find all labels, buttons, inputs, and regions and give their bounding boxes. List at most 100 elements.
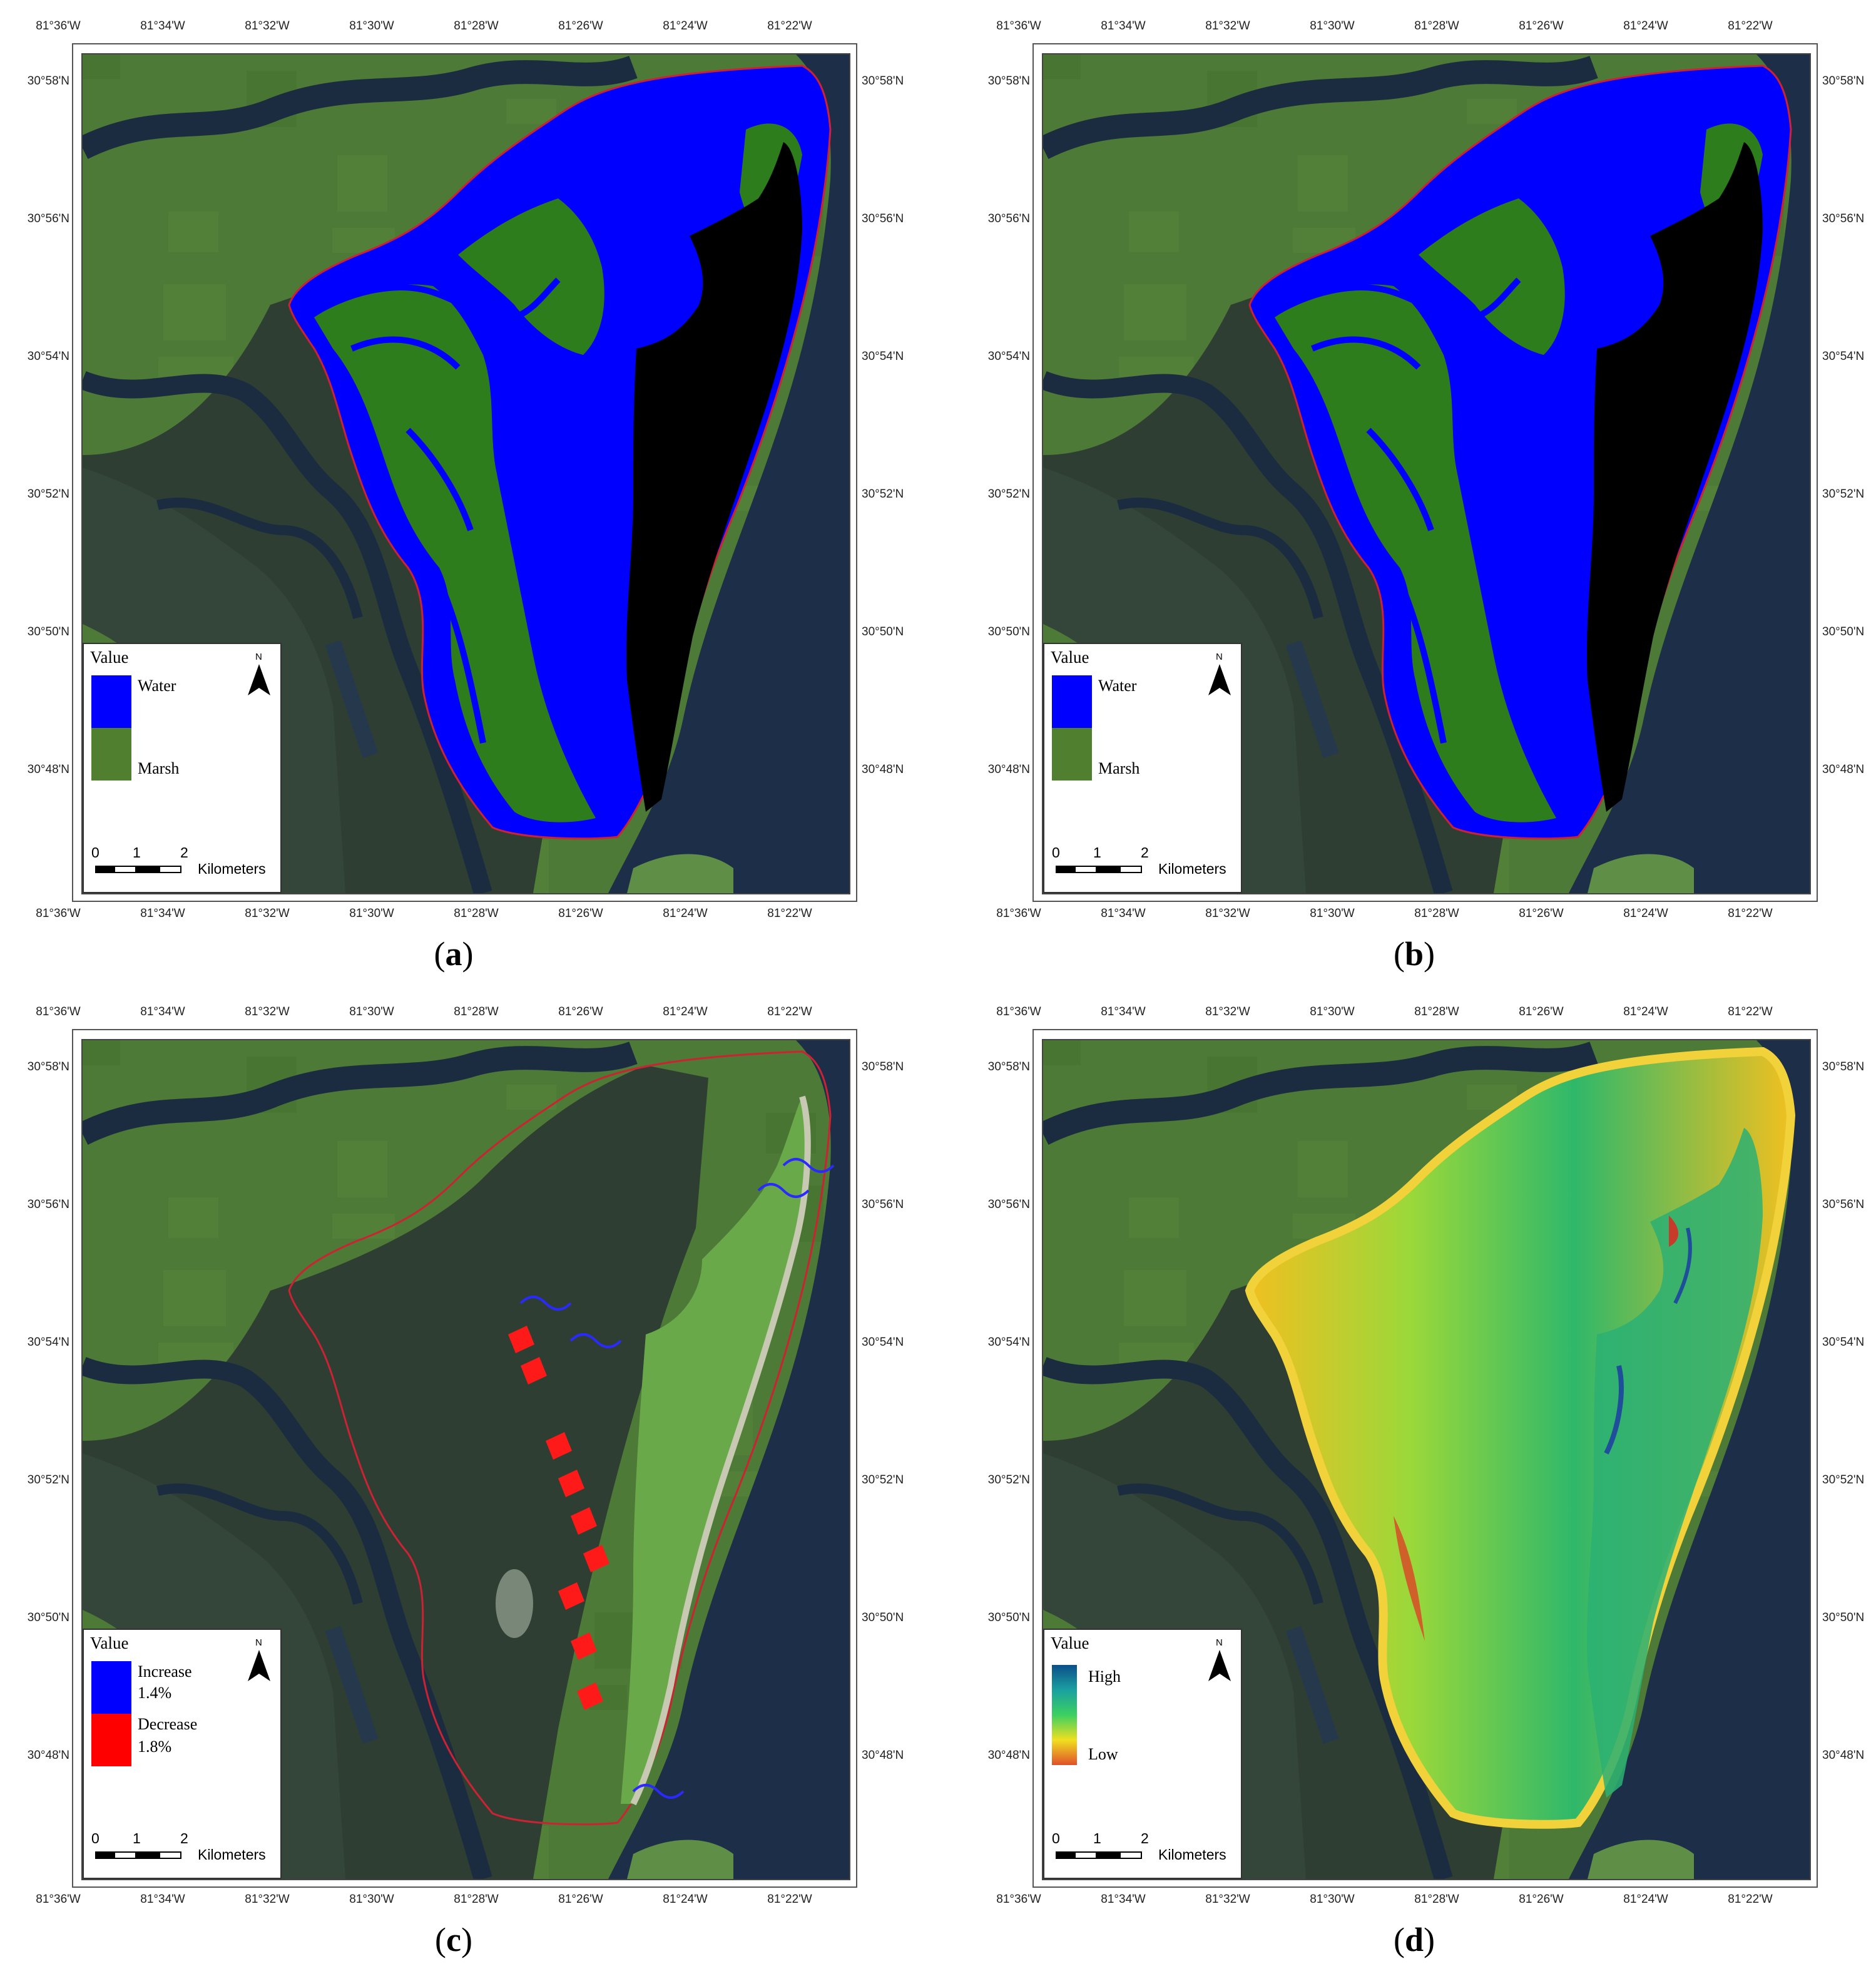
lon-tick-label-bottom: 81°30'W [349, 1893, 394, 1906]
scale-segment [114, 1851, 136, 1859]
lon-tick-label-top: 81°26'W [1519, 19, 1564, 33]
lat-tick-label-right: 30°50'N [1822, 625, 1865, 638]
scale-unit: Kilometers [1158, 861, 1226, 877]
map-image: Value N Water Marsh 0 1 2 Kilometers [81, 53, 850, 894]
lon-tick-label-top: 81°22'W [1728, 1005, 1773, 1018]
scale-label: 1 [133, 1830, 141, 1846]
scale-unit: Kilometers [198, 1846, 266, 1863]
legend-swatch [91, 675, 131, 728]
lat-tick-label-left: 30°54'N [987, 1336, 1030, 1349]
scale-label: 1 [133, 844, 141, 861]
lon-tick-label-top: 81°28'W [1414, 1005, 1459, 1018]
lat-tick-label-left: 30°54'N [27, 1336, 69, 1349]
scale-segment [1097, 866, 1119, 873]
map-image: Value N Increase Decrease 1.4% 1.8% 0 1 2 Kilomet… [81, 1039, 850, 1880]
scale-label: 0 [91, 1830, 99, 1846]
lon-tick-label-top: 81°36'W [36, 19, 81, 33]
lat-tick-label-right: 30°50'N [1822, 1611, 1865, 1624]
lat-tick-label-right: 30°58'N [862, 1060, 904, 1073]
north-label: N [1216, 1637, 1223, 1648]
lon-tick-label-bottom: 81°34'W [1101, 907, 1146, 920]
legend-title: Value [1051, 648, 1089, 667]
scale-bar: 0 1 2 Kilometers [1052, 1830, 1240, 1868]
map-panel-b: 81°36'W 81°36'W 81°34'W 81°34'W 81°32'W 81°32… [970, 16, 1864, 920]
lon-tick-label-bottom: 81°28'W [1414, 1893, 1459, 1906]
lat-tick-label-right: 30°56'N [862, 1198, 904, 1211]
map-legend: Value N Water Marsh 0 1 2 Kilometers [1043, 643, 1242, 893]
legend-label: Water [1098, 677, 1137, 695]
lat-tick-label-left: 30°52'N [27, 1473, 69, 1487]
lon-tick-label-bottom: 81°36'W [36, 1893, 81, 1906]
lat-tick-label-left: 30°48'N [987, 763, 1030, 776]
panel-caption: (a) [434, 935, 474, 973]
north-arrow-icon: N [1207, 652, 1232, 702]
lat-tick-label-right: 30°56'N [862, 212, 904, 225]
lat-tick-label-left: 30°50'N [987, 625, 1030, 638]
lon-tick-label-top: 81°26'W [558, 1005, 603, 1018]
lat-tick-label-left: 30°58'N [987, 1060, 1030, 1073]
lat-tick-label-right: 30°54'N [1822, 1336, 1865, 1349]
lat-tick-label-right: 30°52'N [862, 488, 904, 501]
scale-label: 2 [1141, 1830, 1149, 1846]
scale-bar: 0 1 2 Kilometers [91, 844, 279, 882]
lon-tick-label-bottom: 81°36'W [36, 907, 81, 920]
legend-label: Marsh [138, 759, 180, 777]
lon-tick-label-bottom: 81°34'W [1101, 1893, 1146, 1906]
lat-tick-label-left: 30°58'N [27, 1060, 69, 1073]
legend-label-high: High [1088, 1667, 1121, 1686]
map-image: Value N High Low 0 1 2 Kilometers [1042, 1039, 1811, 1880]
legend-swatch [1052, 728, 1092, 781]
lon-tick-label-bottom: 81°28'W [454, 1893, 499, 1906]
scale-segment [1074, 1851, 1097, 1859]
lat-tick-label-right: 30°54'N [862, 1336, 904, 1349]
lon-tick-label-bottom: 81°22'W [767, 1893, 812, 1906]
lon-tick-label-bottom: 81°22'W [767, 907, 812, 920]
lat-tick-label-left: 30°50'N [987, 1611, 1030, 1624]
north-label: N [255, 1637, 262, 1648]
lat-tick-label-right: 30°56'N [1822, 212, 1865, 225]
map-legend: Value N High Low 0 1 2 Kilometers [1043, 1629, 1242, 1879]
lat-tick-label-left: 30°56'N [27, 212, 69, 225]
lon-tick-label-top: 81°30'W [349, 19, 394, 33]
lon-tick-label-top: 81°36'W [36, 1005, 81, 1018]
lon-tick-label-bottom: 81°28'W [1414, 907, 1459, 920]
scale-label: 0 [1052, 844, 1060, 861]
scale-label: 0 [91, 844, 99, 861]
lon-tick-label-bottom: 81°24'W [663, 907, 708, 920]
lat-tick-label-right: 30°54'N [1822, 350, 1865, 363]
scale-segment [136, 866, 159, 873]
legend-swatch [91, 728, 131, 781]
lat-tick-label-right: 30°50'N [862, 1611, 904, 1624]
panel-caption-letter: a [445, 935, 462, 973]
scale-unit: Kilometers [1158, 1846, 1226, 1863]
lon-tick-label-top: 81°24'W [663, 19, 708, 33]
scale-segment [1119, 866, 1142, 873]
lon-tick-label-bottom: 81°28'W [454, 907, 499, 920]
lat-tick-label-left: 30°56'N [987, 1198, 1030, 1211]
legend-swatch [1052, 675, 1092, 728]
panel-caption-letter: d [1404, 1921, 1424, 1958]
lon-tick-label-bottom: 81°36'W [996, 1893, 1041, 1906]
lat-tick-label-left: 30°58'N [987, 74, 1030, 88]
lon-tick-label-bottom: 81°30'W [1310, 1893, 1355, 1906]
lon-tick-label-top: 81°32'W [245, 19, 290, 33]
lon-tick-label-top: 81°34'W [140, 1005, 185, 1018]
scale-label: 0 [1052, 1830, 1060, 1846]
lon-tick-label-top: 81°24'W [1623, 19, 1668, 33]
legend-color-ramp [1052, 1665, 1077, 1765]
lon-tick-label-top: 81°34'W [140, 19, 185, 33]
lon-tick-label-bottom: 81°32'W [245, 1893, 290, 1906]
lat-tick-label-right: 30°54'N [862, 350, 904, 363]
legend-label: Decrease [138, 1715, 198, 1733]
lat-tick-label-left: 30°48'N [27, 1749, 69, 1762]
north-label: N [1216, 652, 1223, 662]
map-panel-d: 81°36'W 81°36'W 81°34'W 81°34'W 81°32'W 81°32… [970, 1001, 1864, 1906]
legend-value: 1.4% [138, 1684, 172, 1702]
lon-tick-label-bottom: 81°32'W [1205, 1893, 1250, 1906]
lon-tick-label-bottom: 81°30'W [1310, 907, 1355, 920]
lon-tick-label-bottom: 81°26'W [1519, 907, 1564, 920]
lon-tick-label-bottom: 81°34'W [140, 1893, 185, 1906]
lon-tick-label-bottom: 81°24'W [1623, 907, 1668, 920]
scale-bar: 0 1 2 Kilometers [1052, 844, 1240, 882]
lon-tick-label-bottom: 81°34'W [140, 907, 185, 920]
